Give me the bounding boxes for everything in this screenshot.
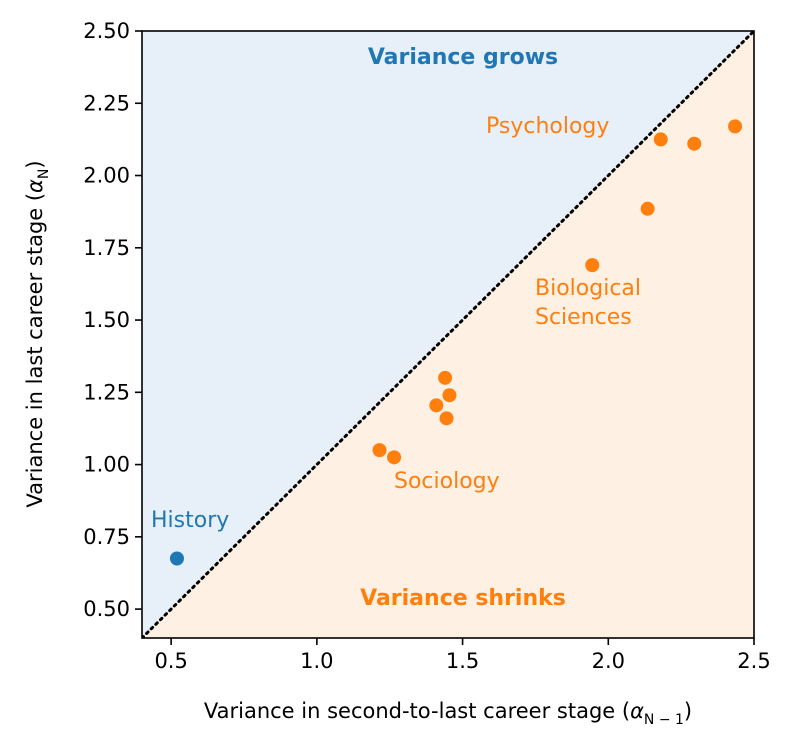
y-tick-label-8: 2.50: [83, 19, 130, 43]
annotation-line-1-0: Psychology: [486, 114, 609, 139]
scatter-point-1-3: [438, 370, 453, 385]
scatter-point-1-9: [687, 136, 702, 151]
x-axis-label-text: Variance in second-to-last career stage …: [204, 699, 630, 723]
scatter-point-1-0: [372, 443, 387, 458]
plot-frame: [141, 30, 755, 639]
y-tick-label-1: 0.75: [83, 525, 130, 549]
scatter-point-1-5: [439, 411, 454, 426]
scatter-point-1-8: [653, 132, 668, 147]
annotation-biological-sciences: Biological Sciences: [535, 276, 641, 330]
region-label-variance-shrinks: Variance shrinks: [360, 586, 566, 611]
y-axis-label: Variance in last career stage (αN): [23, 160, 52, 507]
annotation-line-2-0: Biological: [535, 276, 641, 301]
x-axis-label-close: ): [684, 699, 692, 723]
y-axis: 0.50 0.75 1.00 1.25 1.50 1.75 2.00 2.25 2.50: [83, 19, 142, 621]
annotation-line-0-0: History: [151, 508, 229, 533]
annotation-psychology: Psychology: [486, 114, 609, 139]
y-tick-label-4: 1.50: [83, 308, 130, 332]
region-label-variance-grows: Variance grows: [368, 45, 558, 70]
annotation-line-3-0: Sociology: [394, 469, 500, 494]
scatter-point-1-2: [429, 398, 444, 413]
points-layer: [169, 119, 743, 566]
scatter-point-1-4: [442, 388, 457, 403]
y-axis-label-symbol: α: [23, 179, 47, 193]
x-tick-label-1: 1.0: [300, 649, 333, 673]
annotation-layer: Variance grows Variance shrinks History P…: [151, 45, 641, 611]
y-tick-label-5: 1.75: [83, 236, 130, 260]
y-tick-label-2: 1.00: [83, 453, 130, 477]
y-tick-label-0: 0.50: [83, 597, 130, 621]
x-tick-label-2: 1.5: [446, 649, 479, 673]
y-tick-label-6: 2.00: [83, 164, 130, 188]
scatter-point-1-1: [387, 450, 402, 465]
scatter-point-0-0: [169, 551, 184, 566]
scatter-point-1-6: [585, 258, 600, 273]
x-axis-label-subscript: N − 1: [644, 712, 684, 728]
x-axis-label-symbol: α: [630, 699, 644, 723]
scatter-point-1-7: [640, 201, 655, 216]
scatter-point-1-10: [728, 119, 743, 134]
x-axis: 0.5 1.0 1.5 2.0 2.5: [154, 638, 771, 673]
y-tick-label-7: 2.25: [83, 91, 130, 115]
x-tick-label-3: 2.0: [592, 649, 625, 673]
annotation-sociology: Sociology: [394, 469, 500, 494]
annotation-line-2-1: Sciences: [535, 305, 632, 330]
x-axis-label: Variance in second-to-last career stage …: [204, 699, 692, 728]
annotation-history: History: [151, 508, 229, 533]
x-tick-label-0: 0.5: [154, 649, 187, 673]
y-tick-label-3: 1.25: [83, 380, 130, 404]
x-tick-label-4: 2.5: [737, 649, 770, 673]
y-axis-label-text: Variance in last career stage (: [23, 193, 47, 508]
reference-line-layer: [142, 31, 754, 638]
y-axis-label-close: ): [23, 160, 47, 168]
y-axis-label-subscript: N: [36, 169, 52, 179]
reference-line-y-equals-x: [142, 31, 754, 638]
